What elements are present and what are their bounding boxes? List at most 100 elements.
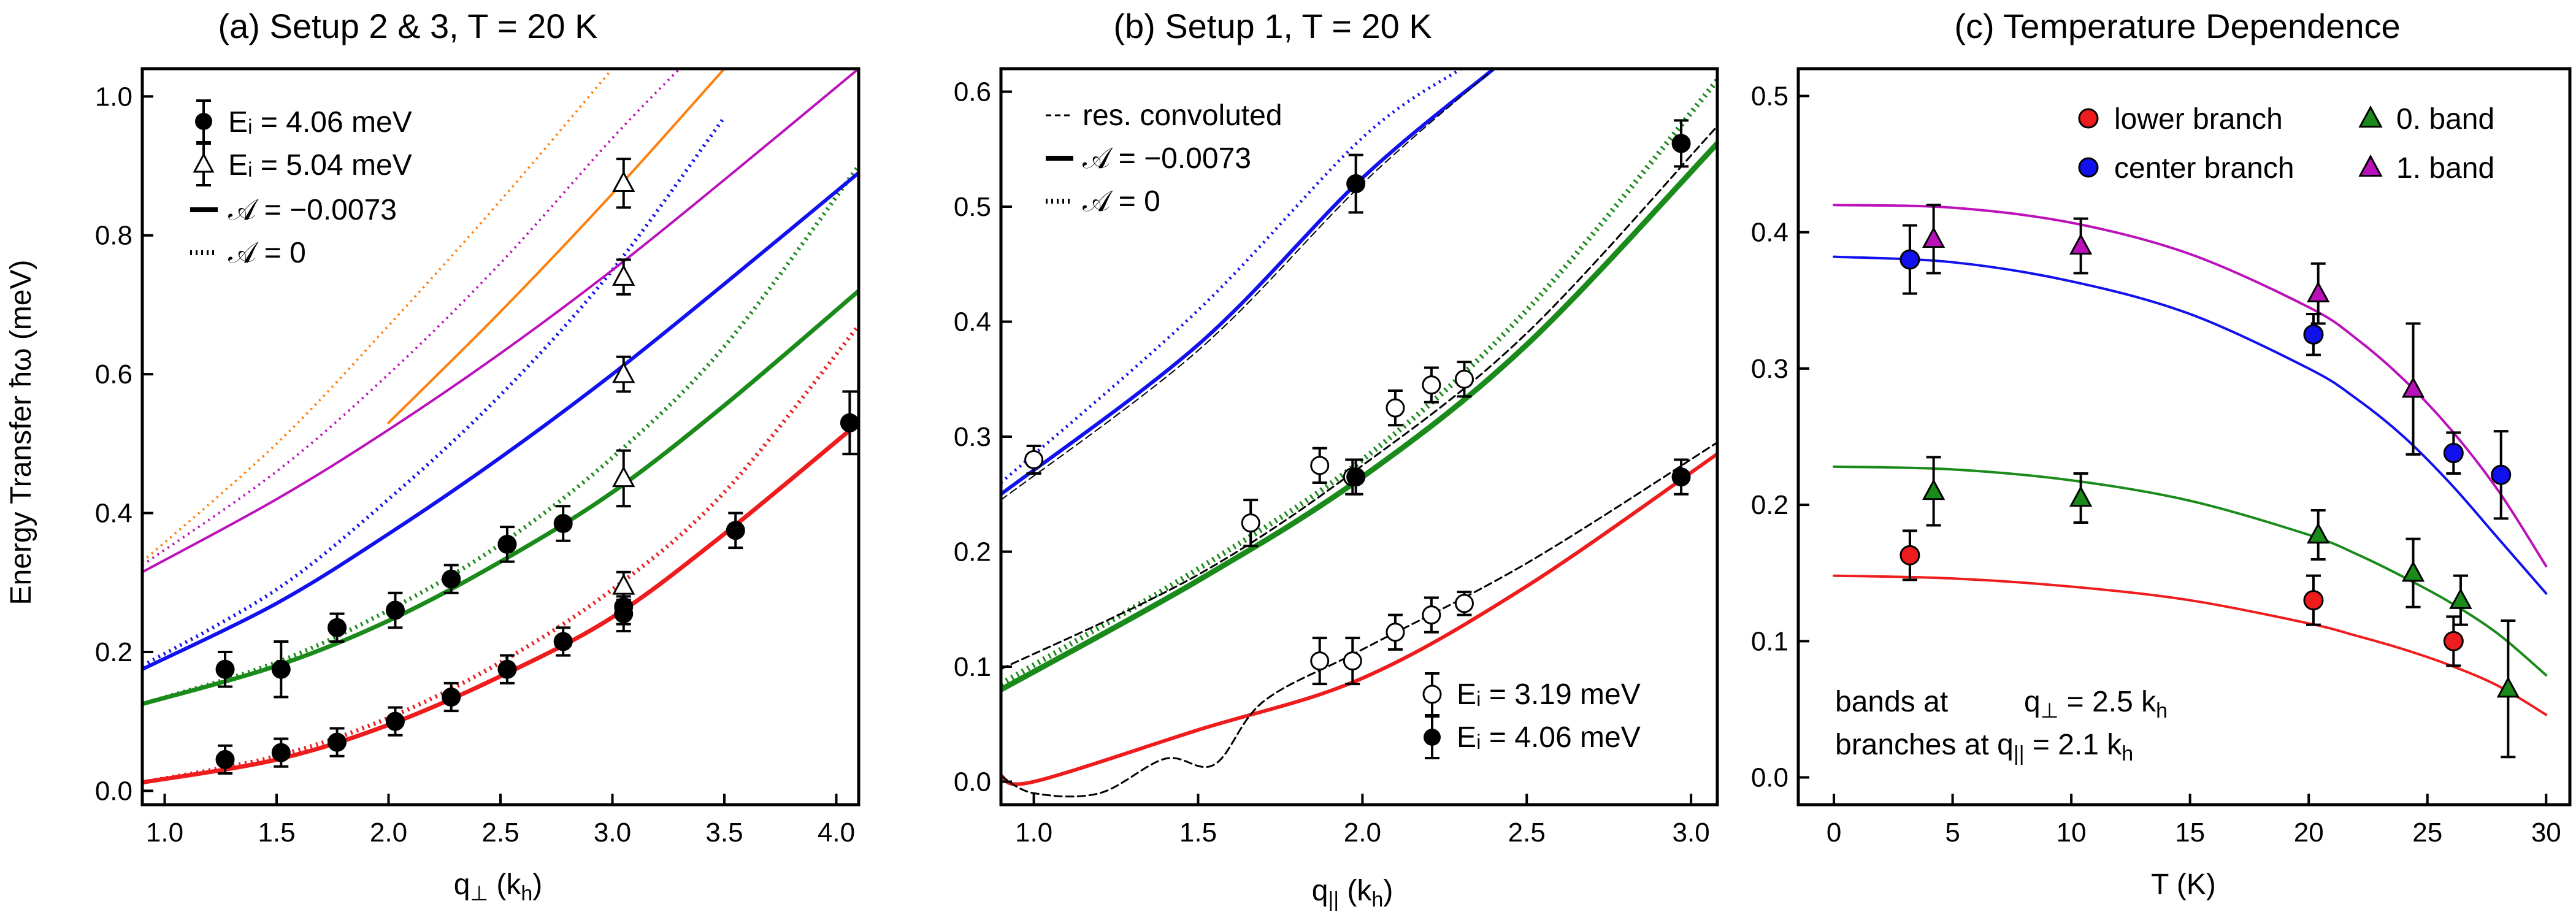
panel-c-legend-1: center branch — [2114, 152, 2294, 185]
panel-a-filled-marker-14 — [553, 514, 573, 534]
panel-c-series-1-marker-2 — [2443, 443, 2464, 464]
panel-b-curve-0 — [1001, 452, 1717, 786]
panel-b: (b) Setup 1, T = 20 K 1.0 1.5 2.0 2.5 3.0 0.0… — [954, 7, 1719, 911]
panel-a-filled-point-0 — [215, 744, 235, 775]
panel-c-xtick-label-0: 0 — [1827, 818, 1841, 848]
panel-b-xtick-label-3: 2.5 — [1508, 818, 1546, 848]
panel-a-xtick-label-5: 3.5 — [705, 818, 743, 848]
panel-c-ticks: 0 5 10 15 20 25 30 0.0 0.1 0.2 0.3 0.4 0.5 — [1751, 81, 2561, 848]
panel-c-legend-3: 1. band — [2396, 152, 2494, 185]
panel-b-legend-bottom: Eᵢ = 3.19 meV Eᵢ = 4.06 meV — [1422, 672, 1641, 759]
panel-a-ytick-label-5: 1.0 — [95, 82, 132, 112]
panel-c-series-2-point-0 — [1922, 456, 1945, 527]
panel-b-legend-2: 𝒜 = 0 — [1083, 185, 1160, 218]
panel-a-legend-2: 𝒜 = −0.0073 — [228, 194, 397, 226]
panel-a-plot — [142, 69, 859, 785]
panel-a-xtick-label-4: 3.0 — [594, 818, 631, 848]
panel-c-xtick-label-2: 10 — [2057, 818, 2087, 848]
panel-b-open-marker-8 — [1343, 651, 1362, 671]
panel-b-ytick-label-0: 0.0 — [954, 767, 991, 797]
panel-b-open-marker-1 — [1241, 513, 1260, 533]
panel-c-legend-0: lower branch — [2114, 103, 2283, 136]
panel-a-open-point-3 — [612, 258, 635, 296]
panel-a-ytick-label-2: 0.4 — [95, 499, 132, 529]
panel-c-xtick-label-3: 15 — [2175, 818, 2205, 848]
panel-c-xlabel: T (K) — [2151, 868, 2216, 901]
panel-a-open-point-2 — [612, 355, 635, 393]
panel-c-series-1-point-3 — [2491, 430, 2512, 520]
panel-c-curve-3 — [1833, 204, 2548, 568]
panel-b-filled-point-2 — [1671, 119, 1691, 168]
panel-c-curve-2 — [1833, 255, 2548, 595]
panel-c-series-0-point-1 — [2303, 574, 2324, 626]
panel-a-filled-marker-5 — [497, 659, 517, 679]
panel-a-xtick-label-6: 4.0 — [818, 818, 855, 848]
panel-c-series-1-marker-3 — [2491, 464, 2512, 485]
panel-c-series-1-marker-1 — [2303, 324, 2324, 345]
panel-a-filled-marker-4 — [442, 688, 461, 707]
annotation-line-0: bands at — [1835, 686, 1948, 718]
panel-c-series-3-point-2 — [2307, 262, 2330, 325]
panel-b-open-marker-6 — [1454, 369, 1474, 389]
panel-c-plot — [1833, 204, 2548, 759]
panel-b-open-point-5 — [1422, 366, 1441, 404]
panel-b-ytick-label-2: 0.2 — [954, 537, 991, 567]
panel-b-ytick-label-5: 0.5 — [954, 192, 991, 222]
panel-a-filled-marker-9 — [271, 659, 291, 679]
panel-b-open-point-7 — [1310, 637, 1330, 686]
panel-a-open-marker-0 — [612, 573, 635, 595]
panel-a-curve-8 — [387, 69, 726, 424]
panel-b-ytick-label-4: 0.4 — [954, 307, 991, 337]
panel-c-series-3-point-3 — [2401, 322, 2425, 456]
panel-c-ytick-label-1: 0.1 — [1751, 626, 1788, 656]
panel-b-xtick-label-1: 1.5 — [1179, 818, 1217, 848]
panel-a-legend-0: Eᵢ = 4.06 meV — [228, 106, 412, 139]
panel-a-xtick-label-1: 1.5 — [258, 818, 295, 848]
panel-b-open-marker-9 — [1386, 623, 1405, 642]
panel-c-series-0-point-2 — [2443, 615, 2464, 667]
legend-lower-branch-marker — [2078, 108, 2099, 129]
panel-c-series-2-point-1 — [2069, 472, 2093, 524]
panel-a-curve-7 — [142, 69, 681, 567]
panel-c-annotation: bands at q⊥ = 2.5 kh branches at q|| = 2… — [1835, 686, 2168, 765]
panel-c-series-2-marker-4 — [2449, 588, 2472, 609]
panel-a-curve-5 — [142, 116, 726, 668]
panel-c-xtick-label-6: 30 — [2531, 818, 2561, 848]
panel-b-open-point-10 — [1422, 596, 1441, 634]
panel-a-xtick-label-2: 2.0 — [370, 818, 407, 848]
annotation-line-1: q⊥ = 2.5 kh — [2024, 686, 2168, 723]
panel-a-open-marker-3 — [612, 264, 635, 286]
panel-b-open-marker-4 — [1386, 398, 1405, 418]
panel-a-open-point-4 — [612, 158, 635, 209]
panel-a-legend-1: Eᵢ = 5.04 meV — [228, 149, 412, 182]
panel-c-legend: lower branch center branch 0. band 1. ba… — [2078, 103, 2494, 185]
panel-b-curve-6 — [1001, 69, 1462, 484]
panel-b-legend-0: res. convoluted — [1083, 99, 1282, 132]
panel-b-open-marker-7 — [1310, 651, 1330, 671]
panel-b-filled-point-1 — [1346, 458, 1366, 496]
panel-c-axes — [1796, 67, 2572, 807]
panel-b-open-marker-10 — [1422, 605, 1441, 625]
panel-c-series-1-point-2 — [2443, 431, 2464, 475]
panel-c-series-1-marker-0 — [1899, 249, 1920, 270]
panel-b-open-marker-0 — [1024, 450, 1044, 469]
panel-b-open-point-4 — [1386, 389, 1405, 427]
panel-a-xlabel: q⊥ (kh) — [454, 868, 543, 905]
panel-a-title: (a) Setup 2 & 3, T = 20 K — [218, 7, 598, 45]
panel-c-series-3-marker-2 — [2307, 281, 2330, 302]
panel-c-ytick-label-0: 0.0 — [1751, 763, 1788, 793]
panel-a-filled-point-6 — [553, 626, 573, 657]
panel-b-legend-3: Eᵢ = 3.19 meV — [1457, 678, 1641, 711]
panel-b-title: (b) Setup 1, T = 20 K — [1113, 7, 1432, 45]
panel-a-open-marker-2 — [612, 361, 635, 383]
panel-a-ytick-label-4: 0.8 — [95, 221, 132, 251]
annotation-line-2: branches at q|| = 2.1 kh — [1835, 729, 2133, 765]
panel-b-filled-point-3 — [1671, 458, 1691, 496]
panel-c-curve-1 — [1833, 465, 2548, 677]
panel-a-filled-point-12 — [442, 564, 461, 594]
panel-b-open-marker-2 — [1310, 456, 1330, 475]
panel-c-ytick-label-2: 0.2 — [1751, 490, 1788, 520]
panel-c-title: (c) Temperature Dependence — [1954, 7, 2400, 45]
panel-a-open-point-1 — [612, 449, 635, 508]
